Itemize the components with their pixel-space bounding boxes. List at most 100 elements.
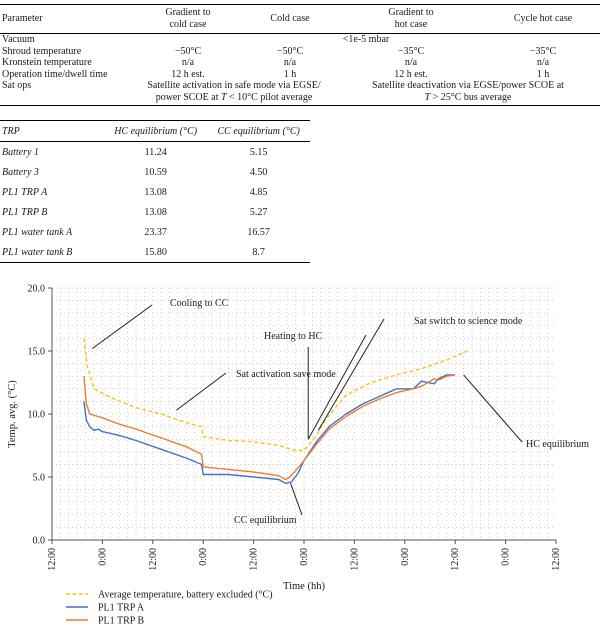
annotation-label: CC equilibrium — [234, 515, 297, 526]
cell: −50°C — [174, 45, 202, 57]
series-line-2 — [83, 374, 456, 485]
header-hc-equilibrium: HC equilibrium (°C) — [114, 125, 198, 137]
table-row: PL1 water tank A 23.37 16.57 — [0, 222, 310, 242]
y-tick-label: 10.0 — [28, 410, 46, 421]
header-cold-case: Cold case — [270, 12, 310, 24]
legend-label: PL1 TRP B — [98, 616, 144, 627]
cc-value: 5.27 — [249, 206, 268, 218]
y-tick-label: 15.0 — [28, 347, 46, 358]
trp-name: PL1 TRP B — [2, 206, 48, 218]
header-cycle-hot: Cycle hot case — [513, 12, 573, 24]
satops-hot-t: T — [424, 91, 431, 103]
satops-cold-cell: Satellite activation in safe mode via EG… — [132, 80, 336, 106]
cc-value: 4.50 — [249, 166, 268, 178]
x-tick-label: 12:00 — [47, 548, 58, 571]
header-gradient-cold: Gradient to cold case — [165, 7, 211, 30]
annotation-label: Sat activation save mode — [236, 369, 336, 380]
annotation-label: Cooling to CC — [170, 298, 229, 309]
y-tick-label: 5.0 — [33, 473, 46, 484]
header-trp: TRP — [2, 125, 20, 137]
satops-cold-t: T — [220, 91, 227, 103]
x-tick-label: 12:00 — [148, 548, 159, 571]
satops-row: Sat ops Satellite activation in safe mod… — [0, 80, 600, 106]
header-cc-equilibrium: CC equilibrium (°C) — [217, 125, 300, 137]
header-gradient-hot: Gradient to hot case — [388, 7, 434, 30]
cc-value: 16.57 — [247, 226, 270, 238]
cc-value: 4.85 — [249, 186, 268, 198]
cell: 12 h est. — [171, 68, 205, 80]
table-row: Battery 3 10.59 4.50 — [0, 162, 310, 182]
trp-name: PL1 water tank A — [2, 226, 73, 238]
cell: n/a — [536, 57, 550, 68]
hc-value: 13.08 — [144, 206, 167, 218]
cell: −35°C — [397, 45, 425, 57]
row-label: Vacuum — [2, 34, 35, 45]
cell: n/a — [181, 57, 195, 68]
x-tick-label: 12:00 — [349, 548, 360, 571]
trp-name: Battery 1 — [2, 146, 39, 158]
trp-name: Battery 3 — [2, 166, 39, 178]
satops-cold-line1: Satellite activation in safe mode via EG… — [147, 80, 321, 91]
hc-value: 23.37 — [144, 226, 167, 238]
header-parameter: Parameter — [2, 12, 43, 24]
vacuum-value: <1e-5 mbar — [342, 34, 390, 45]
test-parameters-table: Parameter Gradient to cold case Cold cas… — [0, 4, 600, 106]
y-axis-title: Temp. avg. (°C) — [7, 380, 18, 448]
annotation-label: HC equilibrium — [526, 439, 589, 450]
x-tick-label: 0:00 — [400, 548, 411, 566]
row-label: Sat ops — [2, 80, 32, 91]
satops-cold-line2a: power SCOE at — [155, 91, 221, 103]
hc-value: 13.08 — [144, 186, 167, 198]
hc-value: 11.24 — [144, 146, 167, 158]
annotation-leader — [307, 334, 367, 440]
table-row: Kronstein temperature n/a n/a n/a n/a — [0, 57, 600, 69]
y-tick-label: 20.0 — [28, 284, 46, 295]
temperature-chart: 0.0 5.0 10.0 15.0 20.0 12:00 0:00 12:00 0:00 12:0… — [7, 284, 589, 627]
trp-name: PL1 TRP A — [2, 186, 48, 198]
satops-hot-line1: Satellite deactivation via EGSE/power SC… — [372, 80, 564, 91]
legend-label: PL1 TRP A — [98, 603, 145, 614]
table-row: PL1 TRP B 13.08 5.27 — [0, 202, 310, 222]
cc-value: 5.15 — [249, 146, 268, 158]
hc-value: 10.59 — [144, 166, 167, 178]
satops-hot-line2b: > 25°C bus average — [430, 91, 512, 103]
cell: −50°C — [276, 45, 304, 57]
x-tick-label: 12:00 — [450, 548, 461, 571]
cell: n/a — [283, 57, 297, 68]
vacuum-row: Vacuum <1e-5 mbar — [0, 34, 600, 46]
series-line-1 — [83, 338, 469, 452]
annotation-label: Sat switch to science mode — [414, 316, 523, 327]
cell: 1 h — [536, 68, 550, 80]
table-row: Battery 1 11.24 5.15 — [0, 142, 310, 163]
x-tick-label: 12:00 — [249, 548, 260, 571]
cell: 12 h est. — [394, 68, 428, 80]
row-label: Shroud temperature — [2, 45, 82, 57]
cell: 1 h — [283, 68, 297, 80]
x-tick-label: 0:00 — [501, 548, 512, 566]
cell: −35°C — [529, 45, 557, 57]
table-row: PL1 water tank B 15.80 8.7 — [0, 242, 310, 263]
trp-name: PL1 water tank B — [2, 246, 73, 258]
equilibrium-table: TRP HC equilibrium (°C) CC equilibrium (… — [0, 120, 310, 263]
x-tick-label: 0:00 — [198, 548, 209, 566]
x-tick-label: 0:00 — [97, 548, 108, 566]
table-row: PL1 TRP A 13.08 4.85 — [0, 182, 310, 202]
annotation-label: Heating to HC — [264, 331, 323, 342]
table-row: Operation time/dwell time 12 h est. 1 h … — [0, 69, 600, 81]
hc-value: 15.80 — [144, 246, 167, 258]
table-row: Shroud temperature −50°C −50°C −35°C −35… — [0, 46, 600, 58]
annotation-leader — [317, 318, 385, 431]
y-tick-label: 0.0 — [33, 536, 46, 547]
annotation-leader — [92, 304, 153, 349]
legend-label: Average temperature, battery excluded (°… — [98, 590, 273, 601]
annotation-leader — [176, 372, 227, 411]
satops-hot-cell: Satellite deactivation via EGSE/power SC… — [336, 80, 600, 106]
row-label: Kronstein temperature — [2, 57, 92, 68]
series-line-3 — [83, 374, 456, 481]
cc-value: 8.7 — [252, 246, 265, 258]
x-axis-title: Time (hh) — [283, 581, 325, 592]
row-label: Operation time/dwell time — [2, 68, 108, 80]
x-tick-label: 12:00 — [551, 548, 562, 571]
x-tick-label: 0:00 — [299, 548, 310, 566]
annotation-leader — [290, 483, 303, 516]
